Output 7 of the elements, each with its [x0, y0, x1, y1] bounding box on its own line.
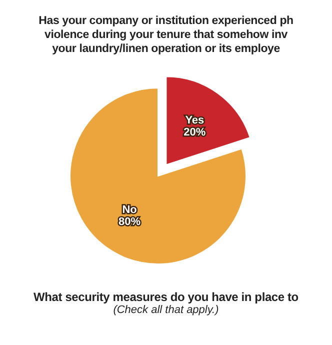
text: (Check all that apply.) [112, 304, 220, 316]
chart-title: Has your company or institution experienced ph violence during your tenure that somehow inv your laundry/linen operation or its employe [38, 14, 294, 56]
data-label: 80% [118, 216, 141, 228]
slice-label: Yes [185, 114, 204, 126]
text: What security measures do you have in place to [32, 290, 300, 304]
slice-label: No [122, 204, 138, 216]
data-label: 20% [184, 126, 206, 138]
